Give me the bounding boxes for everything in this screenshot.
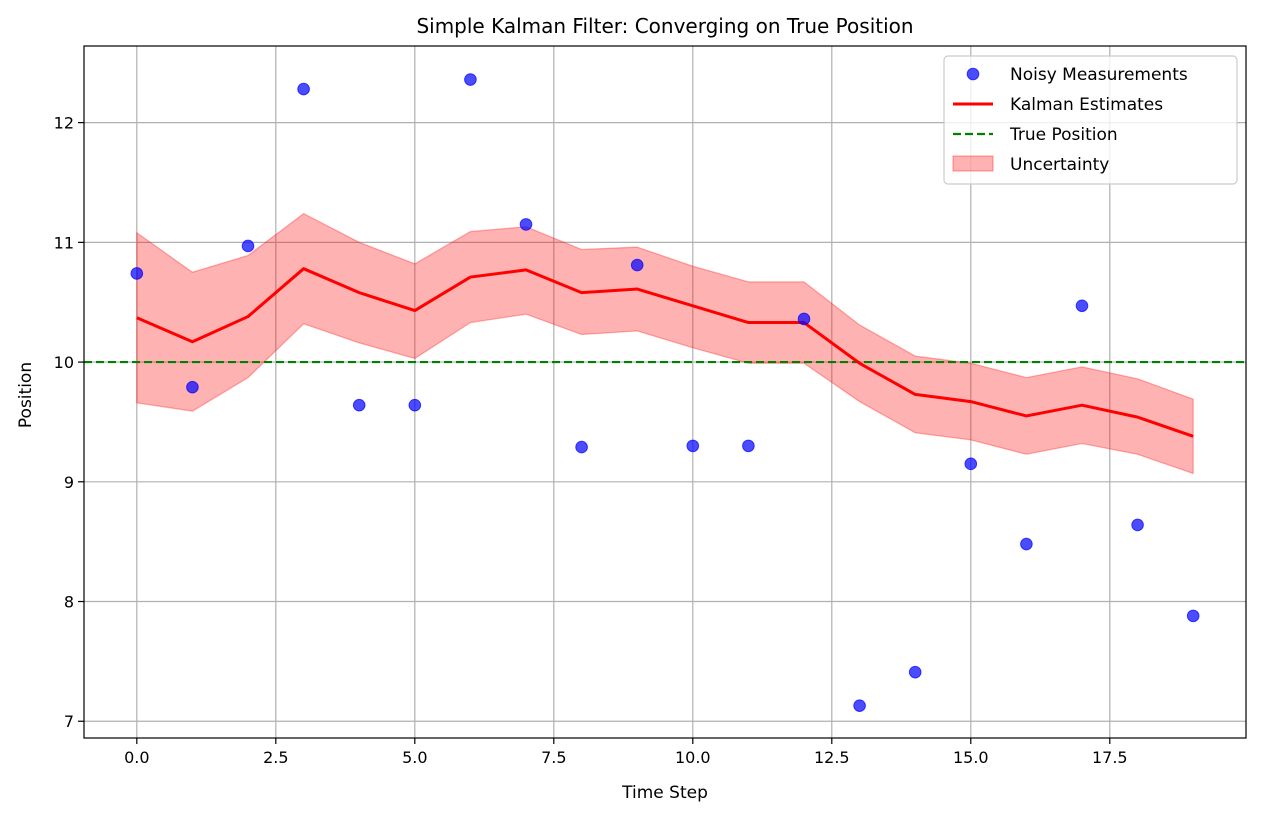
legend-box — [943, 55, 1238, 185]
x-axis-label: Time Step — [621, 783, 708, 803]
legend-marker-uncertainty — [952, 155, 994, 172]
legend-label: Uncertainty — [1010, 155, 1109, 175]
x-tick-label: 15.0 — [953, 748, 989, 767]
y-tick-label: 11 — [54, 233, 74, 252]
measurement-point — [464, 73, 477, 86]
measurement-point — [742, 439, 755, 453]
x-tick-label: 2.5 — [263, 748, 288, 767]
y-tick-label: 7 — [64, 712, 74, 731]
measurement-point — [186, 380, 199, 394]
x-tick-label: 17.5 — [1092, 748, 1128, 767]
legend: Noisy Measurements Kalman Estimates True P… — [943, 55, 1238, 185]
uncertainty-band — [136, 212, 1194, 475]
legend-marker-measurements — [966, 67, 980, 81]
measurement-point — [519, 218, 533, 231]
x-tick-label: 5.0 — [402, 748, 427, 767]
y-tick-label: 10 — [54, 353, 74, 372]
measurement-point — [797, 312, 811, 326]
legend-label: True Position — [1009, 125, 1118, 145]
measurement-point — [964, 457, 978, 471]
x-tick-label: 7.5 — [541, 748, 566, 767]
y-axis-label: Position — [16, 362, 36, 428]
x-tick-label: 12.5 — [814, 748, 850, 767]
measurement-point — [352, 398, 366, 412]
measurement-point — [853, 699, 866, 712]
measurement-point — [241, 239, 255, 253]
legend-label: Kalman Estimates — [1010, 95, 1163, 115]
measurement-point — [1186, 609, 1200, 623]
measurement-point — [297, 82, 310, 96]
x-tick-label: 0.0 — [124, 748, 149, 767]
chart-title: Simple Kalman Filter: Converging on True… — [416, 14, 913, 38]
measurement-point — [630, 258, 644, 272]
kalman-estimate-line — [136, 267, 1194, 438]
measurement-point — [1020, 537, 1033, 551]
measurement-point — [1131, 518, 1144, 532]
measurement-point — [1075, 299, 1089, 313]
measurement-point — [575, 440, 588, 454]
measurement-point — [130, 267, 144, 280]
measurement-point — [686, 439, 700, 453]
measurement-point — [408, 398, 422, 412]
x-tick-label: 10.0 — [675, 748, 711, 767]
legend-label: Noisy Measurements — [1010, 65, 1188, 85]
y-tick-label: 12 — [54, 114, 74, 133]
measurement-point — [908, 665, 922, 679]
axes-frame — [83, 45, 1247, 739]
y-tick-label: 8 — [64, 593, 74, 612]
y-tick-label: 9 — [64, 473, 74, 492]
plot-area: 0.0 2.5 5.0 7.5 10.0 12.5 15.0 17.5 7 8 9 10 11 12 — [54, 45, 1247, 767]
